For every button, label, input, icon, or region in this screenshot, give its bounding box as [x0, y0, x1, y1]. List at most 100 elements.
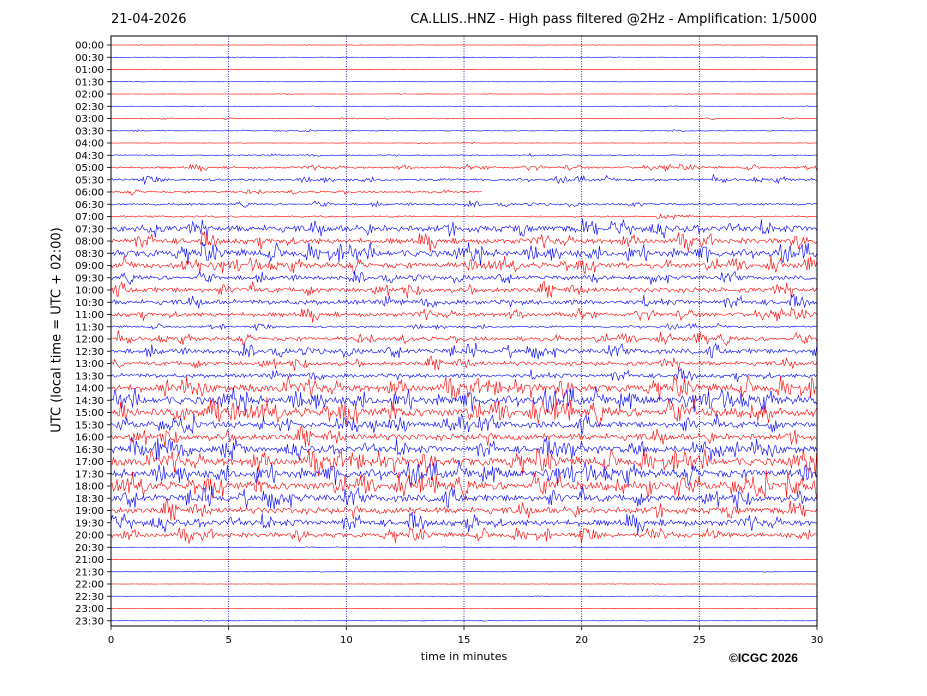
y-tick-label: 12:30	[75, 347, 104, 358]
y-tick-label: 14:30	[75, 396, 104, 407]
trace-0600	[110, 189, 482, 196]
y-tick-label: 03:30	[75, 126, 104, 137]
y-tick-label: 08:30	[75, 249, 104, 260]
y-tick-label: 03:00	[75, 114, 104, 125]
trace-2000	[110, 526, 817, 544]
trace-1430	[110, 386, 817, 416]
copyright-label: ©ICGC 2026	[729, 651, 798, 665]
x-axis-label: time in minutes	[420, 650, 508, 663]
y-tick-label: 21:00	[75, 555, 104, 566]
y-tick-label: 06:30	[75, 200, 104, 211]
y-tick-label: 21:30	[75, 567, 104, 578]
y-tick-label: 00:00	[75, 41, 104, 52]
trace-1930	[110, 511, 817, 535]
trace-1400	[110, 375, 817, 402]
y-tick-label: 22:30	[75, 592, 104, 603]
y-tick-label: 18:30	[75, 494, 104, 505]
trace-0400	[110, 142, 817, 145]
y-tick-label: 16:00	[75, 433, 104, 444]
y-tick-label: 08:00	[75, 237, 104, 248]
trace-2300	[110, 607, 817, 610]
trace-2130	[110, 570, 817, 573]
y-tick-label: 04:00	[75, 139, 104, 150]
trace-1100	[110, 306, 817, 323]
y-tick-label: 13:00	[75, 359, 104, 370]
trace-1630	[110, 436, 817, 462]
y-tick-label: 02:00	[75, 90, 104, 101]
y-tick-label: 14:00	[75, 384, 104, 395]
x-tick-label: 15	[458, 635, 471, 646]
trace-0200	[110, 93, 817, 95]
y-tick-label: 05:30	[75, 175, 104, 186]
y-tick-label: 23:00	[75, 604, 104, 615]
x-tick-label: 25	[693, 635, 706, 646]
trace-2330	[110, 619, 817, 622]
y-tick-label: 07:00	[75, 212, 104, 223]
trace-2200	[110, 583, 817, 585]
y-tick-label: 15:00	[75, 408, 104, 419]
trace-0430	[110, 152, 817, 157]
trace-1330	[110, 367, 817, 383]
trace-1830	[110, 486, 817, 511]
y-tick-label: 06:00	[75, 188, 104, 199]
trace-1600	[110, 425, 817, 448]
trace-0900	[110, 256, 817, 275]
y-axis-label: UTC (local time = UTC + 02:00)	[49, 227, 65, 433]
trace-1230	[110, 342, 817, 360]
trace-1900	[110, 498, 817, 521]
trace-0630	[110, 200, 817, 208]
trace-0000	[110, 44, 817, 46]
y-tick-label: 11:00	[75, 310, 104, 321]
y-tick-label: 07:30	[75, 224, 104, 235]
y-tick-label: 13:30	[75, 371, 104, 382]
y-tick-label: 01:00	[75, 65, 104, 76]
trace-1500	[110, 397, 817, 428]
trace-0500	[110, 163, 817, 173]
y-tick-label: 15:30	[75, 420, 104, 431]
y-tick-label: 10:00	[75, 286, 104, 297]
trace-2030	[110, 546, 817, 548]
y-tick-label: 09:30	[75, 273, 104, 284]
y-tick-label: 12:00	[75, 335, 104, 346]
y-tick-label: 20:30	[75, 543, 104, 554]
trace-0700	[110, 213, 817, 220]
x-tick-label: 20	[575, 635, 588, 646]
y-tick-label: 19:30	[75, 518, 104, 529]
trace-0800	[110, 231, 817, 252]
y-tick-label: 11:30	[75, 322, 104, 333]
trace-1030	[110, 293, 817, 309]
trace-1300	[110, 355, 817, 371]
trace-0330	[110, 128, 817, 133]
y-tick-label: 23:30	[75, 616, 104, 627]
x-tick-label: 10	[340, 635, 353, 646]
y-tick-label: 20:00	[75, 531, 104, 542]
y-tick-label: 01:30	[75, 77, 104, 88]
x-tick-label: 5	[225, 635, 231, 646]
trace-0300	[110, 117, 817, 120]
date-label: 21-04-2026	[111, 12, 187, 27]
trace-1000	[110, 280, 817, 299]
trace-0730	[110, 218, 817, 240]
y-tick-label: 17:30	[75, 469, 104, 480]
trace-0100	[110, 68, 817, 71]
y-tick-label: 09:00	[75, 261, 104, 272]
trace-1530	[110, 412, 817, 434]
trace-1130	[110, 322, 817, 332]
trace-0530	[110, 173, 817, 186]
y-tick-label: 17:00	[75, 457, 104, 468]
y-tick-label: 22:00	[75, 580, 104, 591]
y-tick-label: 02:30	[75, 102, 104, 113]
trace-0130	[110, 81, 817, 83]
trace-1700	[110, 448, 817, 477]
trace-1800	[110, 470, 817, 501]
trace-2230	[110, 595, 817, 598]
trace-0230	[110, 105, 817, 107]
y-tick-label: 18:00	[75, 482, 104, 493]
y-tick-label: 10:30	[75, 298, 104, 309]
trace-0930	[110, 270, 817, 285]
x-tick-label: 0	[108, 635, 114, 646]
y-tick-label: 16:30	[75, 445, 104, 456]
trace-0830	[110, 241, 817, 266]
